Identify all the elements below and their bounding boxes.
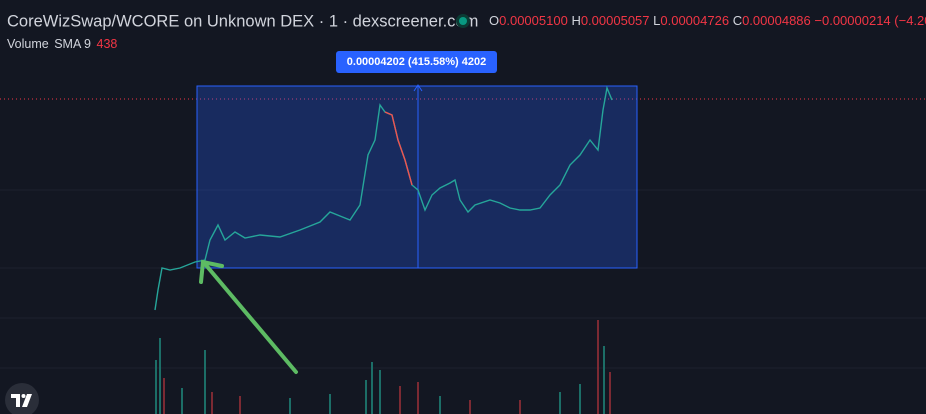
volume-legend: Volume SMA 9 438: [7, 37, 117, 51]
ohlc: O0.00005100 H0.00005057 L0.00004726 C0.0…: [489, 13, 926, 28]
volume-value: 438: [97, 37, 118, 51]
logo-dot: [21, 394, 26, 398]
logo-badge: [5, 383, 39, 414]
volume-label: Volume: [7, 37, 49, 51]
arrow-shaft: [203, 262, 298, 374]
ohlc-label: C: [733, 13, 742, 28]
annotation-arrow: [199, 259, 298, 374]
status-dot: [459, 17, 467, 25]
measure-label: 0.00004202 (415.58%) 4202: [347, 56, 486, 68]
ohlc-label: O: [489, 13, 499, 28]
logo-mark: [11, 394, 32, 407]
measure-arrowhead: [413, 84, 423, 92]
ohlc-value: 0.00004886: [742, 13, 811, 28]
ohlc-change: −0.00000214 (−4.20: [814, 13, 926, 28]
measure-label-box: [336, 51, 497, 73]
volume-bars: [155, 320, 611, 414]
ohlc-value: 0.00004726: [660, 13, 729, 28]
price-trace-down: [384, 111, 413, 186]
ohlc-label: L: [653, 13, 660, 28]
ohlc-label: H: [571, 13, 580, 28]
ohlc-value: 0.00005057: [581, 13, 650, 28]
chart-title: CoreWizSwap/WCORE on Unknown DEX · 1 · d…: [7, 12, 478, 30]
arrow-head: [199, 259, 224, 284]
ohlc-value: 0.00005100: [499, 13, 568, 28]
measure-box: [196, 85, 638, 269]
volume-sma: SMA 9: [54, 37, 91, 51]
